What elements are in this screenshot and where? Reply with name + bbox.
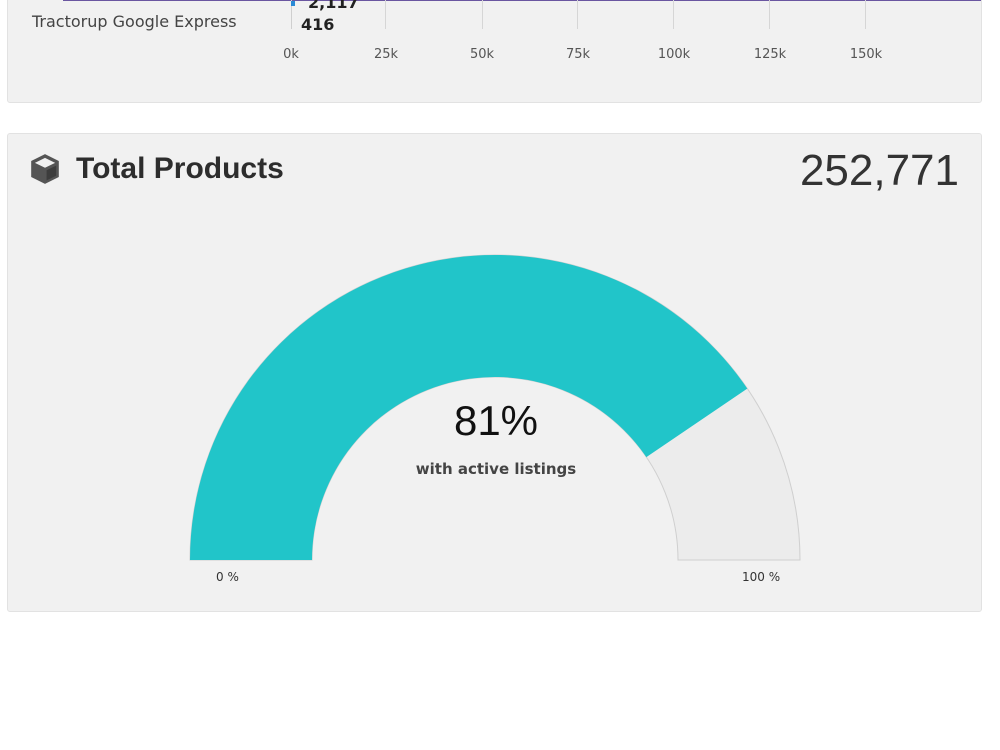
gridline (673, 0, 674, 29)
channel-chart-panel: Tractorup Google Express 2,117 416 0k 25… (7, 0, 982, 103)
axis-tick-label: 100k (657, 47, 691, 62)
chart-series-line (63, 0, 981, 1)
chart-bar-marker (291, 1, 295, 6)
bar-value-label: 2,117 (308, 0, 359, 12)
gridline (769, 0, 770, 29)
chart-axis-line (291, 0, 292, 29)
bar-value-label: 416 (301, 15, 335, 34)
axis-tick-label: 125k (753, 47, 787, 62)
total-products-panel: Total Products 252,771 81% with active l… (7, 133, 982, 612)
panel-title: Total Products (76, 152, 284, 185)
gridline (577, 0, 578, 29)
chart-row-label: Tractorup Google Express (32, 12, 237, 31)
total-count: 252,771 (799, 146, 959, 195)
gridline (482, 0, 483, 29)
gauge-min-label: 0 % (216, 570, 239, 584)
cube-icon (31, 154, 59, 184)
axis-tick-label: 50k (469, 47, 495, 62)
axis-tick-label: 75k (565, 47, 591, 62)
gauge-chart (189, 254, 801, 561)
gauge-fill (190, 255, 748, 560)
panel-header: Total Products (28, 152, 284, 186)
gauge-subtitle: with active listings (415, 460, 577, 478)
axis-tick-label: 0k (283, 47, 299, 62)
gauge-percent: 81% (453, 397, 539, 444)
axis-tick-label: 150k (849, 47, 883, 62)
gauge-max-label: 100 % (742, 570, 781, 584)
gridline (865, 0, 866, 29)
axis-tick-label: 25k (373, 47, 399, 62)
gridline (385, 0, 386, 29)
